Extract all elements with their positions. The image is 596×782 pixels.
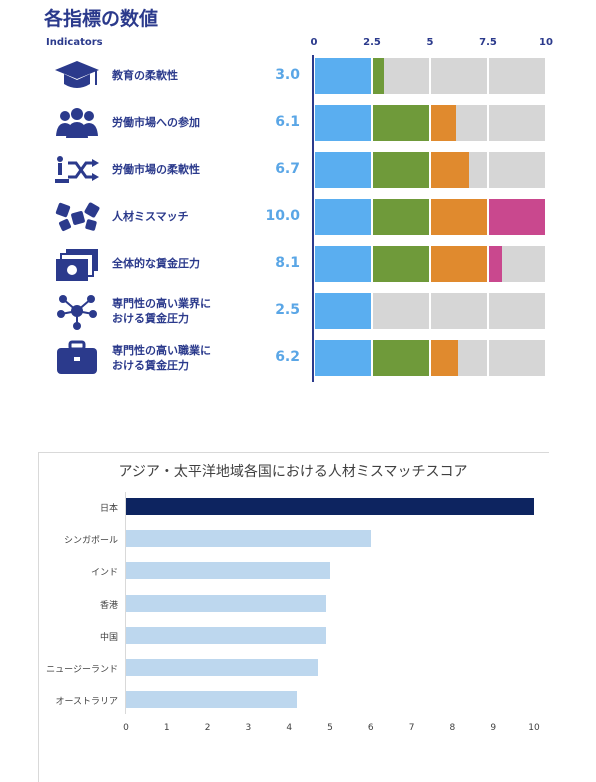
- indicator-bar-track: [373, 293, 429, 329]
- indicator-bar-fill: [373, 246, 429, 282]
- indicator-bar-fill: [373, 199, 429, 235]
- country-bar: [126, 659, 318, 676]
- indicator-bar-track: [431, 58, 487, 94]
- country-chart-x-tick-label: 9: [490, 723, 497, 733]
- indicator-score: 3.0: [275, 67, 300, 83]
- indicator-score: 8.1: [275, 255, 300, 271]
- indicator-label-line: 教育の柔軟性: [112, 69, 178, 82]
- indicator-bar-fill: [489, 199, 545, 235]
- country-category-label: オーストラリア: [55, 697, 118, 708]
- indicator-label-line: 労働市場の柔軟性: [112, 163, 200, 176]
- country-chart-x-tick-label: 3: [245, 723, 252, 733]
- indicator-bar-fill: [315, 199, 371, 235]
- indicator-label: 労働市場への参加: [112, 115, 200, 130]
- country-bar: [126, 562, 330, 580]
- indicator-label: 人材ミスマッチ: [112, 209, 189, 224]
- network-nodes-icon: [52, 292, 102, 330]
- indicator-label-line: 全体的な賃金圧力: [112, 257, 200, 270]
- indicator-bar-fill: [315, 340, 371, 376]
- country-chart-x-tick-label: 6: [367, 723, 374, 733]
- indicator-score: 6.7: [275, 161, 300, 177]
- country-chart-x-tick-label: 10: [528, 723, 540, 733]
- top-axis-tick-label: 5: [426, 37, 434, 48]
- indicator-label-line: 人材ミスマッチ: [112, 210, 189, 223]
- indicator-bar-fill: [431, 199, 487, 235]
- indicator-label: 教育の柔軟性: [112, 68, 178, 83]
- country-bar: [126, 691, 298, 709]
- puzzle-pieces-icon: [52, 198, 102, 236]
- indicator-bar-fill: [373, 340, 429, 376]
- country-bar: [126, 626, 326, 644]
- indicator-bar-fill: [431, 105, 456, 141]
- indicator-label-line: 専門性の高い職業に: [112, 344, 211, 357]
- indicator-bar-fill: [431, 340, 458, 376]
- indicator-label-line: おける賃金圧力: [112, 312, 189, 325]
- indicator-bar-fill: [431, 246, 487, 282]
- country-category-label: インド: [90, 568, 118, 579]
- shuffle-person-icon: [52, 151, 102, 189]
- country-bar: [126, 498, 534, 515]
- indicator-bar-fill: [373, 58, 385, 94]
- indicator-label: 専門性の高い職業に おける賃金圧力: [112, 343, 211, 373]
- indicator-label-line: おける賃金圧力: [112, 359, 189, 372]
- country-category-label: ニュージーランド: [46, 665, 118, 675]
- country-category-label: 中国: [99, 632, 118, 643]
- country-chart-x-tick-label: 2: [204, 723, 211, 733]
- top-axis-tick-label: 2.5: [363, 37, 381, 48]
- top-axis-tick-label: 0: [310, 37, 318, 48]
- top-axis-line: [312, 55, 314, 382]
- indicator-label-line: 労働市場への参加: [112, 116, 200, 129]
- indicator-label: 全体的な賃金圧力: [112, 256, 200, 271]
- country-chart-x-tick-label: 0: [123, 723, 129, 733]
- top-axis-tick-label: 10: [539, 37, 553, 48]
- indicator-bar-fill: [315, 246, 371, 282]
- indicator-bar-fill: [315, 58, 371, 94]
- country-bar: [126, 530, 371, 548]
- country-category-label: 日本: [99, 504, 118, 514]
- indicator-bar-track: [431, 293, 487, 329]
- indicator-bar-fill: [315, 152, 371, 188]
- indicator-bar-fill: [373, 105, 429, 141]
- country-chart-x-tick-label: 8: [449, 723, 456, 733]
- indicator-bar-track: [489, 152, 545, 188]
- money-bills-icon: [52, 245, 102, 283]
- country-chart-frame: [38, 452, 549, 782]
- indicator-score: 2.5: [275, 302, 300, 318]
- indicator-bar-track: [489, 293, 545, 329]
- indicators-header: Indicators: [46, 37, 103, 48]
- page-title: 各指標の数値: [44, 8, 159, 30]
- top-axis-tick-label: 7.5: [479, 37, 497, 48]
- country-chart-x-tick-label: 1: [163, 723, 170, 733]
- indicator-label-line: 専門性の高い業界に: [112, 297, 211, 310]
- people-group-icon: [52, 104, 102, 142]
- briefcase-icon: [52, 339, 102, 377]
- country-chart-x-tick-label: 5: [327, 723, 333, 733]
- indicator-bar-fill: [315, 293, 371, 329]
- indicator-label: 労働市場の柔軟性: [112, 162, 200, 177]
- indicator-score: 6.2: [275, 349, 300, 365]
- indicator-bar-fill: [431, 152, 470, 188]
- country-category-label: シンガポール: [63, 536, 118, 547]
- country-category-label: 香港: [99, 600, 118, 611]
- indicator-bar-fill: [373, 152, 429, 188]
- indicator-label: 専門性の高い業界に おける賃金圧力: [112, 296, 211, 326]
- indicator-bar-fill: [489, 246, 503, 282]
- indicator-bar-track: [489, 105, 545, 141]
- indicator-score: 6.1: [275, 114, 300, 130]
- country-chart-x-tick-label: 7: [408, 723, 415, 733]
- country-chart-title: アジア・太平洋地域各国における人材ミスマッチスコア: [118, 464, 468, 480]
- country-chart-x-tick-label: 4: [286, 723, 293, 733]
- indicator-bar-track: [489, 340, 545, 376]
- country-chart-category-axis: [125, 492, 126, 714]
- indicator-bar-track: [489, 58, 545, 94]
- graduation-cap-icon: [52, 57, 102, 95]
- indicator-score: 10.0: [265, 208, 300, 224]
- indicator-bar-fill: [315, 105, 371, 141]
- country-bar: [126, 594, 326, 612]
